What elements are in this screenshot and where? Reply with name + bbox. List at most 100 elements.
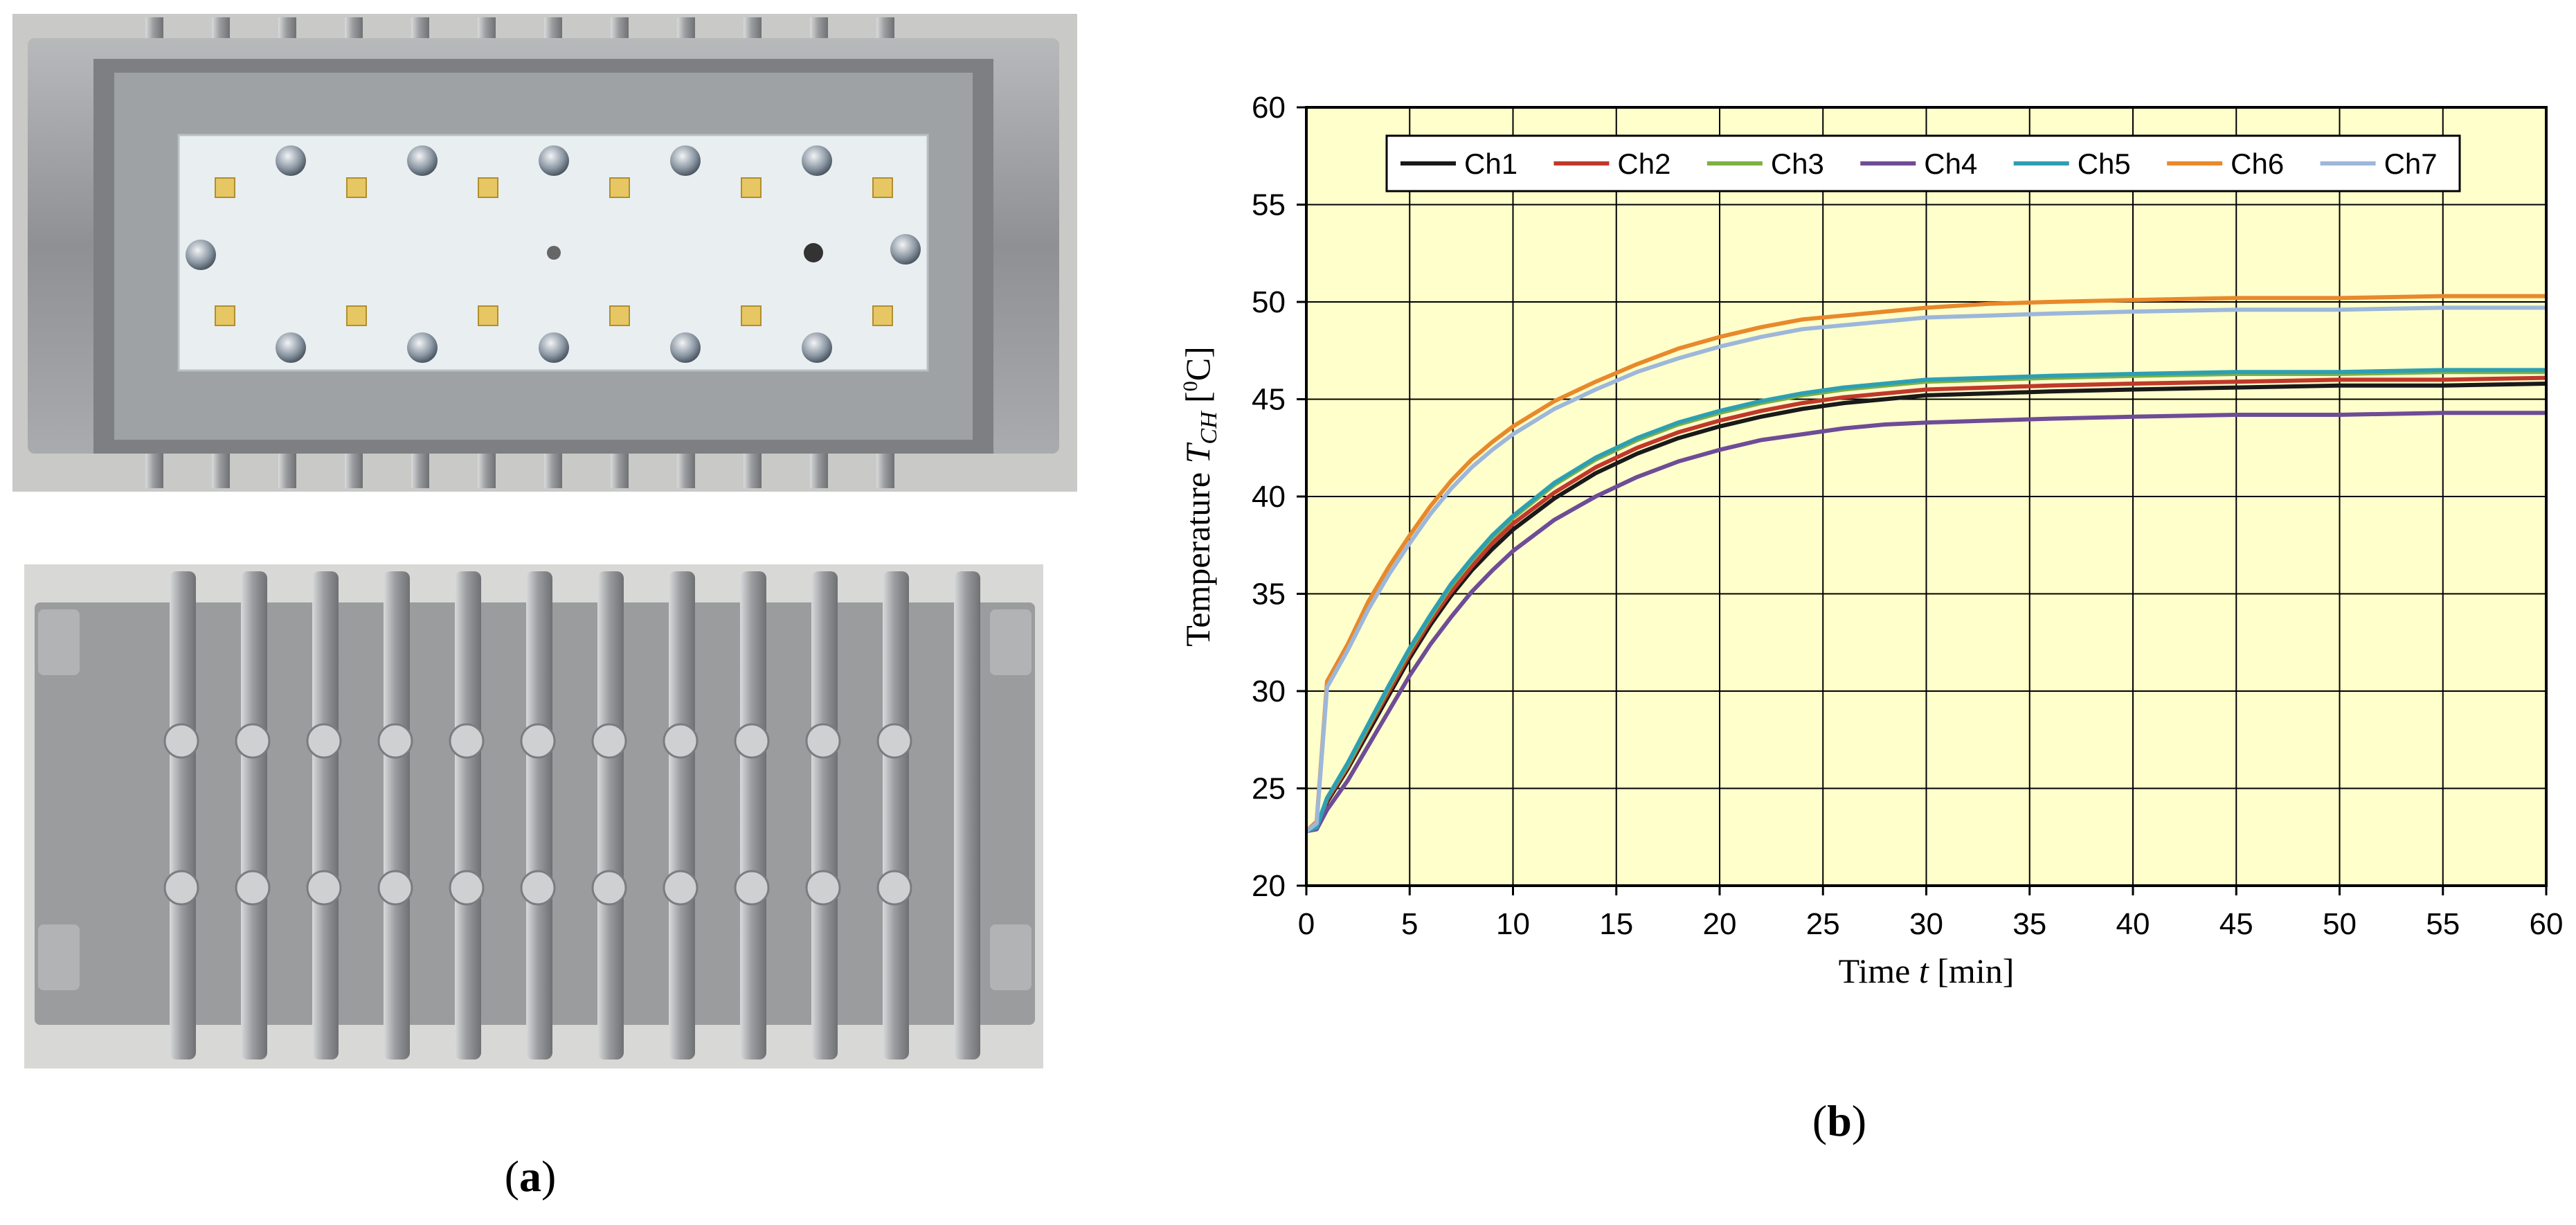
legend-label-ch4: Ch4 (1924, 147, 1977, 180)
panel-a-caption: (a) (505, 1152, 557, 1201)
screw (276, 145, 306, 176)
x-tick-label: 60 (2530, 907, 2564, 941)
x-tick-label: 30 (1909, 907, 1943, 941)
x-tick-label: 20 (1703, 907, 1737, 941)
board-hole (547, 246, 561, 260)
mount-tab (38, 924, 80, 990)
rear-boss (734, 870, 770, 906)
rear-boss (377, 723, 413, 759)
rear-fin (241, 571, 267, 1059)
screw (890, 234, 921, 265)
heatsink-rear-photo (24, 564, 1043, 1068)
legend-label-ch7: Ch7 (2384, 147, 2438, 180)
rear-fin (312, 571, 339, 1059)
x-tick-label: 35 (2012, 907, 2046, 941)
legend-label-ch1: Ch1 (1464, 147, 1517, 180)
rear-boss (663, 723, 699, 759)
legend: Ch1 Ch2 Ch3 Ch4 Ch5 Ch6 Ch7 (1385, 134, 2461, 193)
rear-boss (663, 870, 699, 906)
fin (212, 450, 230, 488)
rear-fin (740, 571, 766, 1059)
x-tick-label: 55 (2426, 907, 2460, 941)
rear-boss (377, 870, 413, 906)
fin (145, 450, 163, 488)
screw (539, 332, 569, 363)
rear-boss (805, 870, 841, 906)
rear-boss (306, 723, 342, 759)
x-tick-label: 25 (1806, 907, 1840, 941)
panel-b-caption: (b) (1812, 1096, 1866, 1145)
y-tick-label: 35 (1252, 578, 1286, 611)
tick-labels: 0 5 10 15 20 25 30 35 40 45 50 55 60 20 25 30 35 40 45 50 55… (1252, 91, 2563, 941)
led (346, 177, 367, 198)
legend-label-ch6: Ch6 (2231, 147, 2284, 180)
caption-b-close: ) (1852, 1096, 1866, 1145)
rear-boss (876, 723, 912, 759)
rear-boss (449, 870, 485, 906)
rear-fin (384, 571, 410, 1059)
plot-frame (1305, 106, 2548, 887)
rear-boss (306, 870, 342, 906)
x-tick-label: 50 (2323, 907, 2357, 941)
screw (407, 332, 438, 363)
led (872, 177, 893, 198)
rear-boss (876, 870, 912, 906)
led (609, 177, 630, 198)
x-tick-label: 0 (1298, 907, 1315, 941)
caption-a-open: ( (505, 1152, 519, 1201)
led (346, 305, 367, 326)
rear-fin (883, 571, 909, 1059)
fin (478, 450, 496, 488)
rear-boss (734, 723, 770, 759)
heatsink-rear-fins (38, 571, 1032, 1059)
rear-fin (526, 571, 552, 1059)
led (215, 305, 235, 326)
legend-box (1385, 134, 2461, 193)
series-line-ch7 (1305, 305, 2546, 833)
screw (186, 240, 216, 270)
led (741, 305, 762, 326)
y-axis-label: Temperature TCH [0C] (1178, 346, 1222, 647)
legend-label-ch5: Ch5 (2078, 147, 2131, 180)
caption-a-letter: a (519, 1152, 541, 1201)
rear-boss (520, 723, 556, 759)
x-tick-label: 10 (1496, 907, 1530, 941)
panel-a: (a) (0, 0, 1108, 1222)
y-tick-label: 40 (1252, 480, 1286, 514)
screw (802, 145, 832, 176)
caption-b-open: ( (1812, 1096, 1827, 1145)
y-tick-label: 50 (1252, 285, 1286, 319)
screw (670, 145, 701, 176)
series-lines (1304, 294, 2547, 834)
series-line-ch4 (1306, 411, 2546, 834)
y-tick-label: 60 (1252, 91, 1286, 125)
rear-boss (449, 723, 485, 759)
led (478, 177, 498, 198)
rear-fin (669, 571, 695, 1059)
led-board (186, 145, 921, 363)
panel-b: 0 5 10 15 20 25 30 35 40 45 50 55 60 20 25 30 35 40 45 50 55… (1108, 0, 2576, 1225)
rear-fin (170, 571, 196, 1059)
screw (670, 332, 701, 363)
panel-a-photos: (a) (12, 14, 1077, 1201)
fin (544, 450, 562, 488)
series-line-ch5 (1305, 368, 2546, 834)
fin (345, 450, 363, 488)
screw (802, 332, 832, 363)
caption-a-close: ) (541, 1152, 556, 1201)
fin (744, 450, 762, 488)
rear-fin (455, 571, 481, 1059)
rear-boss (591, 723, 627, 759)
fin (810, 450, 828, 488)
y-tick-label: 45 (1252, 383, 1286, 417)
mount-tab (990, 609, 1032, 675)
caption-b-letter: b (1827, 1096, 1852, 1145)
legend-label-ch3: Ch3 (1771, 147, 1824, 180)
fin (611, 450, 629, 488)
fin (677, 450, 695, 488)
y-tick-label: 25 (1252, 772, 1286, 806)
led (215, 177, 235, 198)
rear-boss (805, 723, 841, 759)
temperature-chart: 0 5 10 15 20 25 30 35 40 45 50 55 60 20 25 30 35 40 45 50 55… (1178, 91, 2563, 1145)
led (478, 305, 498, 326)
